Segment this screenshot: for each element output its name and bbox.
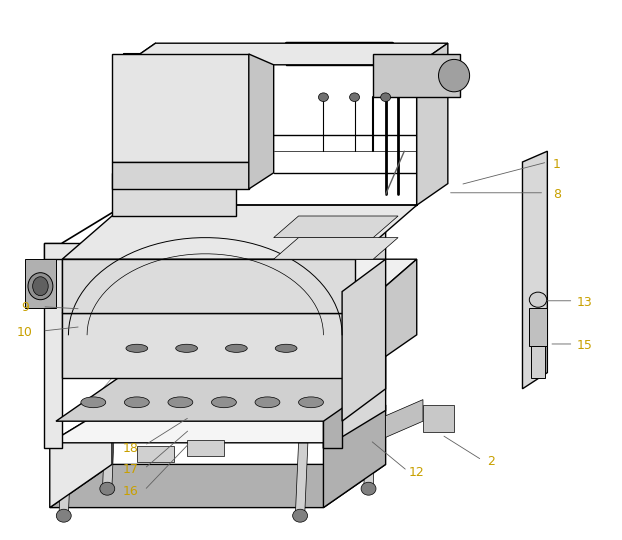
Ellipse shape bbox=[299, 397, 323, 408]
Polygon shape bbox=[323, 405, 386, 508]
Polygon shape bbox=[56, 378, 386, 421]
Circle shape bbox=[361, 482, 376, 495]
Polygon shape bbox=[103, 410, 115, 486]
Ellipse shape bbox=[225, 345, 247, 353]
Polygon shape bbox=[342, 259, 386, 421]
Ellipse shape bbox=[28, 273, 53, 300]
Ellipse shape bbox=[175, 345, 197, 353]
Circle shape bbox=[318, 93, 328, 102]
Circle shape bbox=[350, 93, 360, 102]
Text: 17: 17 bbox=[123, 463, 139, 476]
Text: 1: 1 bbox=[553, 158, 560, 171]
Polygon shape bbox=[323, 227, 386, 448]
Polygon shape bbox=[44, 243, 62, 448]
Polygon shape bbox=[274, 238, 398, 259]
Polygon shape bbox=[44, 243, 323, 259]
Ellipse shape bbox=[168, 397, 193, 408]
Polygon shape bbox=[62, 259, 417, 313]
Polygon shape bbox=[417, 43, 448, 205]
Ellipse shape bbox=[255, 397, 280, 408]
Ellipse shape bbox=[32, 276, 48, 296]
Ellipse shape bbox=[81, 397, 106, 408]
Polygon shape bbox=[25, 259, 56, 308]
Text: 18: 18 bbox=[123, 442, 139, 455]
Polygon shape bbox=[355, 259, 417, 378]
Polygon shape bbox=[62, 259, 355, 313]
Circle shape bbox=[381, 93, 391, 102]
Polygon shape bbox=[112, 173, 236, 216]
Polygon shape bbox=[364, 410, 376, 486]
Polygon shape bbox=[386, 400, 423, 437]
Polygon shape bbox=[522, 151, 547, 389]
Ellipse shape bbox=[529, 292, 547, 307]
Polygon shape bbox=[50, 405, 386, 443]
Polygon shape bbox=[59, 443, 72, 513]
Polygon shape bbox=[529, 308, 547, 346]
Polygon shape bbox=[274, 216, 398, 238]
Polygon shape bbox=[124, 43, 448, 65]
Text: 15: 15 bbox=[577, 339, 593, 352]
Ellipse shape bbox=[439, 59, 470, 92]
Polygon shape bbox=[423, 405, 454, 432]
Polygon shape bbox=[323, 243, 342, 448]
Text: 16: 16 bbox=[123, 485, 139, 498]
Circle shape bbox=[100, 482, 114, 495]
Polygon shape bbox=[62, 313, 355, 378]
Ellipse shape bbox=[275, 345, 297, 353]
Polygon shape bbox=[187, 440, 224, 456]
Ellipse shape bbox=[124, 397, 149, 408]
Ellipse shape bbox=[126, 345, 147, 353]
Polygon shape bbox=[112, 54, 249, 162]
Text: 13: 13 bbox=[577, 296, 593, 309]
Polygon shape bbox=[50, 464, 386, 508]
Text: 9: 9 bbox=[21, 301, 29, 314]
Polygon shape bbox=[373, 54, 460, 97]
Circle shape bbox=[56, 509, 71, 522]
Text: 12: 12 bbox=[409, 466, 425, 479]
Ellipse shape bbox=[211, 397, 236, 408]
Polygon shape bbox=[295, 443, 308, 513]
Polygon shape bbox=[62, 205, 417, 259]
Polygon shape bbox=[112, 162, 249, 189]
Text: 10: 10 bbox=[17, 326, 33, 339]
Polygon shape bbox=[249, 54, 274, 189]
Circle shape bbox=[292, 509, 307, 522]
Polygon shape bbox=[137, 446, 174, 462]
Text: 2: 2 bbox=[488, 455, 495, 468]
Polygon shape bbox=[531, 346, 545, 378]
Text: 8: 8 bbox=[553, 188, 560, 201]
Polygon shape bbox=[50, 405, 112, 508]
